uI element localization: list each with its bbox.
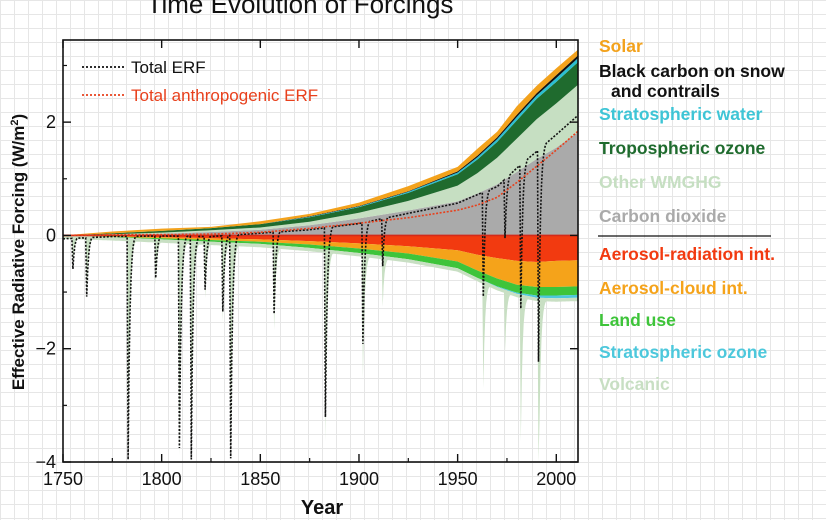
positive-forcing-areas	[63, 49, 578, 236]
x-tick-label: 1750	[43, 469, 83, 489]
legend-item-tropospheric-ozone: Tropospheric ozone	[599, 138, 766, 158]
erf-lines	[63, 114, 579, 460]
negative-forcing-areas	[63, 235, 578, 299]
legend-total-erf: Total ERF	[82, 58, 206, 77]
other-wmghg-area	[63, 84, 578, 236]
legend-item-and-contrails: and contrails	[611, 81, 720, 101]
legend-item-solar: Solar	[599, 36, 643, 56]
legend-item-black-carbon-on-snow: Black carbon on snow	[599, 61, 785, 81]
plot-frame	[62, 39, 579, 463]
axis-ticks: 1750 1800 1850 1900 1950 2000 −4 −2 0 2	[35, 40, 578, 489]
chart-title: Time Evolution of Forcings	[147, 0, 454, 19]
legend-item-stratospheric-ozone: Stratospheric ozone	[599, 342, 767, 362]
y-tick-label: −2	[35, 339, 56, 359]
y-tick-label: 0	[46, 225, 56, 245]
legend-item-aerosol-cloud-int: Aerosol-cloud int.	[599, 278, 748, 298]
land-use-area	[63, 235, 578, 296]
legend-item-land-use: Land use	[599, 310, 676, 330]
total-erf-line	[63, 114, 579, 460]
aerosol-radiation-int-area	[63, 235, 578, 262]
total-anthropogenic-erf-line	[63, 130, 579, 237]
x-tick-label: 1950	[438, 469, 478, 489]
legend-item-stratospheric-water: Stratospheric water	[599, 104, 763, 124]
legend-item-aerosol-radiation-int: Aerosol-radiation int.	[599, 244, 775, 264]
legend-total-anthropogenic-erf: Total anthropogenic ERF	[82, 86, 318, 105]
legend-item-carbon-dioxide: Carbon dioxide	[599, 206, 727, 226]
x-tick-label: 1800	[142, 469, 182, 489]
x-tick-label: 2000	[536, 469, 576, 489]
y-axis-label: Effective Radiative Forcing (W/m2)	[9, 114, 28, 390]
carbon-dioxide-area	[63, 132, 578, 236]
aerosol-cloud-int-area	[63, 235, 578, 287]
x-axis-label: Year	[301, 497, 343, 519]
y-tick-label: 2	[46, 112, 56, 132]
y-tick-label: −4	[35, 452, 56, 472]
legend-total-erf-label: Total ERF	[131, 58, 206, 77]
legend-total-anthropogenic-erf-label: Total anthropogenic ERF	[131, 86, 318, 105]
legend-item-volcanic: Volcanic	[599, 374, 670, 394]
legend-item-other-wmghg: Other WMGHG	[599, 172, 722, 192]
x-tick-label: 1900	[339, 469, 379, 489]
x-tick-label: 1850	[240, 469, 280, 489]
